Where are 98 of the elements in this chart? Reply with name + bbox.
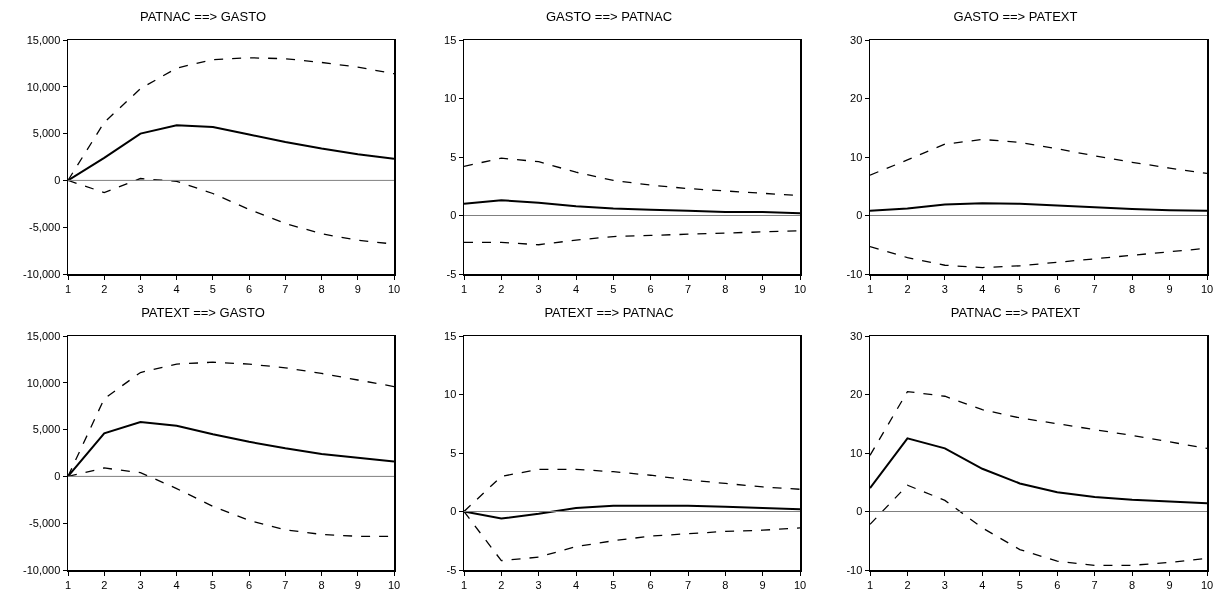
x-tick-label: 8 [722, 282, 729, 295]
x-tick-label: 3 [535, 282, 542, 295]
x-tick-label: 2 [904, 578, 911, 591]
y-tick-label: 0 [856, 209, 863, 222]
x-tick-label: 6 [246, 282, 253, 295]
x-tick-label: 3 [137, 578, 144, 591]
y-tick-label: 15,000 [26, 329, 61, 342]
x-tick-label: 7 [282, 282, 289, 295]
y-tick-label: 10 [444, 388, 457, 401]
y-tick-label: 5 [450, 446, 457, 459]
x-tick-label: 6 [647, 282, 654, 295]
chart-title: PATNAC ==> GASTO [139, 8, 267, 24]
x-tick-label: 5 [1016, 282, 1023, 295]
y-tick-label: 10 [850, 446, 863, 459]
x-tick-label: 7 [1091, 578, 1098, 591]
x-tick-label: 6 [246, 578, 253, 591]
x-tick-label: 3 [941, 282, 948, 295]
x-tick-label: 4 [173, 282, 180, 295]
x-tick-label: 4 [572, 578, 580, 591]
y-tick-label: 10,000 [26, 376, 61, 389]
y-tick-label: 5,000 [32, 127, 61, 140]
x-tick-label: 3 [941, 578, 948, 591]
y-tick-label: 0 [856, 505, 863, 518]
x-tick-label: 2 [101, 282, 108, 295]
y-tick-label: -10 [846, 267, 863, 280]
x-tick-label: 4 [572, 282, 580, 295]
y-tick-label: 30 [850, 329, 863, 342]
x-tick-label: 10 [793, 282, 807, 295]
y-tick-label: -5,000 [29, 221, 61, 234]
y-tick-label: 15,000 [26, 33, 61, 46]
y-tick-label: 0 [450, 209, 457, 222]
y-tick-label: 5 [450, 150, 457, 163]
x-tick-label: 4 [979, 282, 986, 295]
y-tick-label: 0 [54, 470, 61, 483]
x-tick-label: 6 [647, 578, 654, 591]
x-tick-label: 9 [759, 578, 766, 591]
y-tick-label: 10 [850, 150, 863, 163]
y-tick-label: -5 [446, 563, 457, 576]
x-tick-label: 5 [209, 578, 216, 591]
x-tick-label: 2 [498, 578, 505, 591]
x-tick-label: 1 [64, 578, 72, 591]
chart-title: GASTO ==> PATNAC [545, 8, 673, 24]
y-tick-label: 0 [450, 505, 457, 518]
x-tick-label: 8 [1129, 282, 1136, 295]
x-tick-label: 6 [1054, 578, 1061, 591]
x-tick-label: 1 [64, 282, 72, 295]
x-tick-label: 8 [318, 282, 325, 295]
y-tick-label: -10 [846, 563, 863, 576]
x-tick-label: 9 [354, 282, 361, 295]
x-tick-label: 10 [387, 578, 401, 591]
x-tick-label: 1 [460, 578, 468, 591]
x-tick-label: 2 [498, 282, 505, 295]
y-tick-label: 10 [444, 92, 457, 105]
x-tick-label: 6 [1054, 282, 1061, 295]
y-tick-label: -10,000 [22, 267, 61, 280]
x-tick-label: 7 [1091, 282, 1098, 295]
x-tick-label: 9 [759, 282, 766, 295]
x-tick-label: 9 [1166, 282, 1173, 295]
x-tick-label: 1 [866, 282, 874, 295]
x-tick-label: 4 [979, 578, 986, 591]
x-tick-label: 8 [1129, 578, 1136, 591]
chart-title: PATEXT ==> GASTO [141, 304, 265, 320]
x-tick-label: 9 [354, 578, 361, 591]
x-tick-label: 7 [282, 578, 289, 591]
y-tick-label: 0 [54, 174, 61, 187]
x-tick-label: 5 [610, 282, 617, 295]
x-tick-label: 7 [684, 282, 692, 295]
x-tick-label: 2 [904, 282, 911, 295]
x-tick-label: 9 [1166, 578, 1173, 591]
x-tick-label: 10 [387, 282, 401, 295]
y-tick-label: 20 [850, 92, 863, 105]
x-tick-label: 5 [1016, 578, 1023, 591]
x-tick-label: 2 [101, 578, 108, 591]
chart-title: PATEXT ==> PATNAC [544, 304, 674, 320]
x-tick-label: 1 [460, 282, 468, 295]
y-tick-label: 20 [850, 388, 863, 401]
x-tick-label: 1 [866, 578, 874, 591]
x-tick-label: 10 [793, 578, 807, 591]
x-tick-label: 8 [722, 578, 729, 591]
x-tick-label: 10 [1200, 578, 1214, 591]
y-tick-label: 10,000 [26, 80, 61, 93]
x-tick-label: 8 [318, 578, 325, 591]
x-tick-label: 10 [1200, 282, 1214, 295]
y-tick-label: 5,000 [32, 423, 61, 436]
chart-title: GASTO ==> PATEXT [953, 8, 1078, 24]
x-tick-label: 5 [610, 578, 617, 591]
chart-title: PATNAC ==> PATEXT [950, 304, 1081, 320]
x-tick-label: 3 [535, 578, 542, 591]
y-tick-label: -5,000 [29, 517, 61, 530]
x-tick-label: 4 [173, 578, 180, 591]
x-tick-label: 7 [684, 578, 692, 591]
x-tick-label: 5 [209, 282, 216, 295]
y-tick-label: -10,000 [22, 563, 61, 576]
y-tick-label: 30 [850, 33, 863, 46]
x-tick-label: 3 [137, 282, 144, 295]
y-tick-label: 15 [444, 33, 457, 46]
y-tick-label: -5 [446, 267, 457, 280]
y-tick-label: 15 [444, 329, 457, 342]
